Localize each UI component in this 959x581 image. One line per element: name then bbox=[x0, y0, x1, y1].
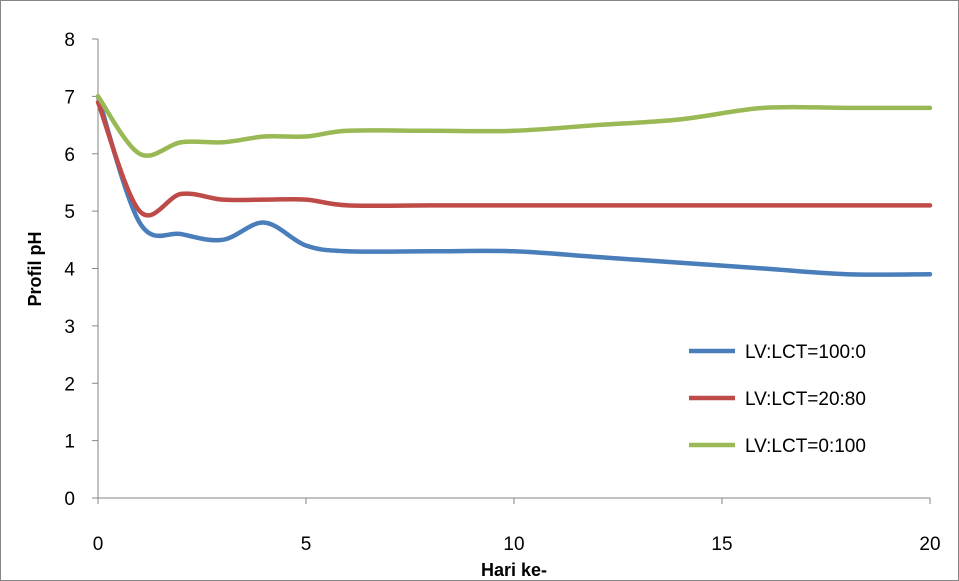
x-tick-label: 20 bbox=[919, 534, 940, 555]
y-tick-label: 3 bbox=[64, 317, 75, 338]
y-tick-label: 6 bbox=[64, 145, 75, 166]
series-line-3 bbox=[95, 94, 933, 158]
x-tick-label: 0 bbox=[93, 534, 104, 555]
x-tick-label: 15 bbox=[711, 534, 732, 555]
axes: 0 1 2 3 4 5 6 7 8 0 5 10 15 20 bbox=[64, 30, 940, 555]
y-tick-label: 7 bbox=[64, 87, 75, 108]
series-layer bbox=[95, 94, 933, 277]
x-tick-label: 5 bbox=[301, 534, 312, 555]
legend: LV:LCT=100:0 LV:LCT=20:80 LV:LCT=0:100 bbox=[689, 342, 866, 457]
series-line-2 bbox=[95, 99, 933, 218]
x-tick-label: 10 bbox=[503, 534, 524, 555]
y-tick-label: 1 bbox=[64, 432, 75, 453]
y-tick-label: 5 bbox=[64, 202, 75, 223]
y-tick-label: 8 bbox=[64, 30, 75, 51]
legend-label-1: LV:LCT=100:0 bbox=[745, 342, 866, 363]
y-tick-label: 2 bbox=[64, 374, 75, 395]
legend-label-3: LV:LCT=0:100 bbox=[745, 436, 866, 457]
legend-label-2: LV:LCT=20:80 bbox=[745, 389, 866, 410]
x-axis-title: Hari ke- bbox=[481, 560, 547, 580]
series-line-1 bbox=[95, 94, 933, 277]
y-axis-title: Profil pH bbox=[25, 232, 45, 307]
y-tick-label: 4 bbox=[64, 260, 75, 281]
y-tick-label: 0 bbox=[64, 489, 75, 510]
